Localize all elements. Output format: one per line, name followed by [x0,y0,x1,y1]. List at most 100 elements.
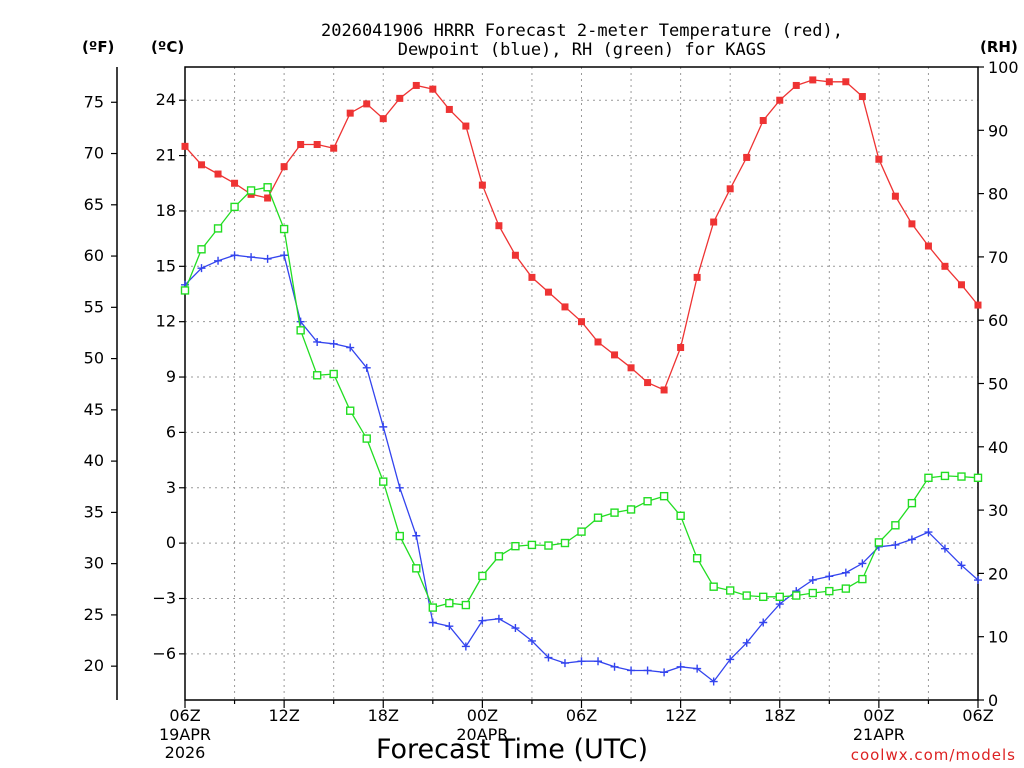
rh-point [544,541,553,550]
rh-point [792,591,801,600]
rh-point [296,326,305,335]
dewpoint-point [296,317,305,326]
temperature-point [957,281,965,289]
dewpoint-point [445,622,454,631]
chart-title-line1: 2026041906 HRRR Forecast 2-meter Tempera… [321,21,843,41]
rh-point [775,592,784,602]
fahrenheit-unit-label: (ºF) [82,38,114,56]
x-tick-label-time: 18Z [764,706,795,725]
temperature-point [412,81,420,89]
celsius-tick-label: 0 [166,533,176,552]
rh-point [808,588,817,598]
temperature-point [677,344,685,352]
dewpoint-point [594,657,603,666]
celsius-tick-label: 3 [166,478,176,497]
rh-tick-label: 0 [988,691,998,710]
data-series [180,76,983,686]
celsius-tick-label: −6 [152,644,176,663]
celsius-tick-label: 6 [166,422,176,441]
rh-point [891,521,900,530]
chart-title-line2: Dewpoint (blue), RH (green) for KAGS [398,40,766,60]
rh-point [643,497,652,506]
rh-point [676,511,685,520]
rh-point [279,224,289,234]
fahrenheit-tick-label: 75 [84,92,104,111]
rh-point [560,538,570,548]
fahrenheit-tick-label: 70 [84,144,104,163]
fahrenheit-tick-label: 65 [84,195,104,214]
temperature-point [825,78,833,86]
rh-point [379,477,388,486]
rh-point [593,513,603,522]
x-tick-label-date: 19APR [159,725,211,744]
rh-tick-label: 100 [988,58,1019,77]
temperature-point [924,242,932,250]
dewpoint-point [610,662,619,671]
fahrenheit-tick-label: 40 [84,451,104,470]
temperature-point [495,222,503,230]
dewpoint-point [957,561,966,570]
temperature-point [429,85,437,93]
dewpoint-point [924,528,933,537]
dewpoint-point [907,535,916,544]
rh-point [412,564,421,573]
rh-point [527,540,537,550]
dewpoint-point [395,483,404,492]
grid-lines [185,67,978,700]
dewpoint-point [230,251,239,260]
x-tick-label-time: 18Z [368,706,399,725]
rh-point [329,369,338,379]
dewpoint-point [759,618,768,627]
rh-point [610,508,619,517]
rh-point [692,554,702,563]
temperature-point [858,93,866,101]
dewpoint-point [577,657,586,666]
rh-point [362,434,371,443]
rh-point [957,472,966,481]
temperature-point [214,170,222,178]
x-tick-label-time: 06Z [169,706,200,725]
temperature-point [478,181,486,189]
rh-tick-label: 70 [988,248,1008,267]
temperature-point [445,105,453,113]
rh-point [841,584,851,593]
rh-tick-label: 90 [988,121,1008,140]
dewpoint-point [808,576,817,585]
temperature-point [941,262,949,270]
dewpoint-point [693,664,702,673]
temperature-point [561,303,569,311]
dewpoint-point [494,614,503,623]
fahrenheit-tick-label: 60 [84,246,104,265]
dewpoint-point [742,638,751,647]
temperature-point [842,78,850,86]
rh-point [230,202,239,212]
temperature-point [181,142,189,150]
dewpoint-point [527,636,536,645]
fahrenheit-tick-label: 45 [84,400,104,419]
x-tick-label-date: 21APR [853,725,905,744]
dewpoint-point [346,343,355,352]
temperature-point [528,273,536,281]
rh-point [907,498,917,508]
dewpoint-point [214,256,223,265]
rh-point [659,491,669,501]
rh-point [924,473,933,483]
temperature-point [297,141,305,149]
rh-point [940,471,950,481]
celsius-tick-label: 24 [156,90,176,109]
dewpoint-point [560,659,569,668]
rh-point [478,571,487,581]
dewpoint-point [428,618,437,627]
dewpoint-point [412,531,421,540]
temperature-point [280,163,288,171]
rh-point [511,541,520,551]
rh-point [180,286,190,295]
rh-point [626,505,636,514]
temperature-point [363,100,371,108]
temperature-point [231,179,239,187]
dewpoint-point [313,337,322,346]
dewpoint-point [775,600,784,609]
temperature-point [627,364,635,372]
rh-point [709,582,718,591]
temperature-point [379,115,387,123]
